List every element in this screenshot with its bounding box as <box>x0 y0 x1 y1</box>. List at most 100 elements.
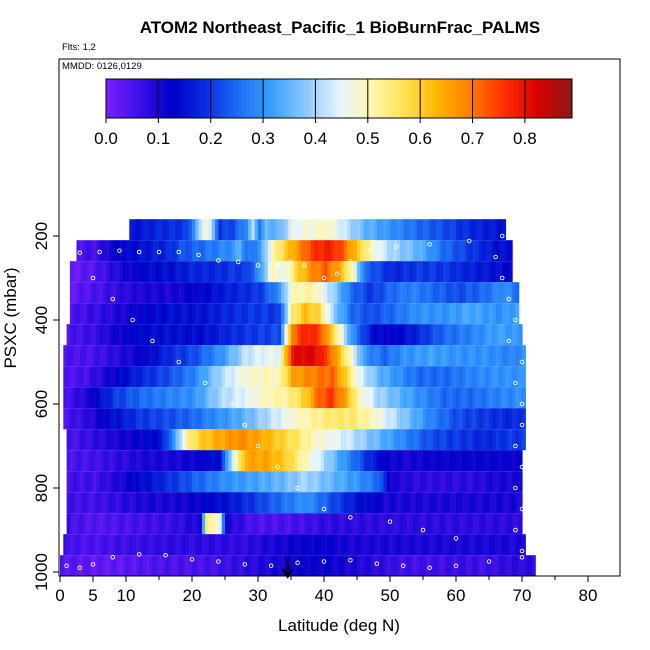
heatmap-cell <box>452 513 457 535</box>
heatmap-cell <box>165 471 170 493</box>
heatmap-cell <box>419 534 424 556</box>
track-point <box>301 263 307 268</box>
heatmap-cell <box>343 450 348 472</box>
heatmap-cell <box>248 345 252 367</box>
heatmap-cell <box>465 261 470 283</box>
heatmap-cell <box>297 303 302 325</box>
heatmap-cell <box>363 534 368 556</box>
heatmap-cell <box>337 429 342 451</box>
heatmap-cell <box>432 429 437 451</box>
heatmap-cell <box>291 450 295 472</box>
track-point <box>506 338 512 344</box>
heatmap-cell <box>218 408 223 430</box>
heatmap-cell <box>152 534 157 556</box>
heatmap-cell <box>343 303 348 325</box>
track-point <box>189 557 195 562</box>
heatmap-cell <box>502 450 507 472</box>
heatmap-cell <box>360 324 365 346</box>
heatmap-cell <box>314 240 318 262</box>
heatmap-cell <box>419 282 424 304</box>
heatmap-cell <box>462 261 467 283</box>
heatmap-cell <box>376 513 381 535</box>
heatmap-cell <box>231 303 236 325</box>
heatmap-cell <box>314 282 318 304</box>
heatmap-cell <box>83 345 87 367</box>
heatmap-cell <box>390 408 394 430</box>
heatmap-cell <box>73 450 78 472</box>
heatmap-cell <box>215 534 219 556</box>
heatmap-cell <box>327 492 332 514</box>
heatmap-cell <box>429 513 434 535</box>
heatmap-cell <box>129 513 134 535</box>
heatmap-cell <box>376 534 381 556</box>
heatmap-cell <box>304 387 309 409</box>
heatmap-cell <box>432 240 437 262</box>
track-point <box>90 562 96 567</box>
colorbar-tick-label: 0.4 <box>304 129 328 148</box>
heatmap-cell <box>366 324 371 346</box>
heatmap-cell <box>139 513 144 535</box>
heatmap-cell <box>119 513 124 535</box>
colorbar-swatch <box>408 79 414 118</box>
x-tick-label: 0 <box>55 586 64 605</box>
heatmap-cell <box>234 513 239 535</box>
heatmap-cell <box>482 450 487 472</box>
heatmap-cell <box>192 282 196 304</box>
heatmap-cell <box>449 387 454 409</box>
colorbar-swatch <box>331 79 336 118</box>
heatmap-cell <box>304 345 309 367</box>
heatmap-cell <box>426 261 431 283</box>
heatmap-cell <box>399 282 404 304</box>
heatmap-cell <box>304 555 309 577</box>
colorbar-swatch <box>284 79 290 118</box>
heatmap-cell <box>360 240 365 262</box>
heatmap-cell <box>429 303 434 325</box>
heatmap-cell <box>327 324 332 346</box>
heatmap-cell <box>215 324 219 346</box>
heatmap-cell <box>406 429 411 451</box>
heatmap-cell <box>231 345 236 367</box>
heatmap-cell <box>86 471 91 493</box>
track-point <box>90 275 96 281</box>
heatmap-cell <box>109 534 114 556</box>
heatmap-cell <box>479 429 483 451</box>
heatmap-cell <box>287 240 292 262</box>
heatmap-cell <box>324 471 328 493</box>
heatmap-cell <box>396 429 401 451</box>
heatmap-cell <box>185 324 190 346</box>
heatmap-cell <box>238 219 243 241</box>
heatmap-cell <box>201 429 206 451</box>
heatmap-cell <box>234 471 239 493</box>
heatmap-cell <box>96 324 101 346</box>
heatmap-cell <box>479 366 483 388</box>
heatmap-cell <box>198 408 203 430</box>
heatmap-cell <box>502 492 507 514</box>
heatmap-cell <box>109 324 114 346</box>
heatmap-cell <box>149 345 153 367</box>
heatmap-cell <box>172 471 177 493</box>
heatmap-cell <box>446 387 450 409</box>
colorbar-swatch <box>214 79 220 118</box>
heatmap-cell <box>267 513 272 535</box>
heatmap-cell <box>96 408 101 430</box>
heatmap-cell <box>225 387 229 409</box>
heatmap-cell <box>69 555 74 577</box>
heatmap-cell <box>129 303 134 325</box>
heatmap-cell <box>452 345 457 367</box>
heatmap-cell <box>215 450 219 472</box>
heatmap-cell <box>277 408 282 430</box>
heatmap-cell <box>168 240 173 262</box>
heatmap-cell <box>406 324 411 346</box>
heatmap-cell <box>251 387 256 409</box>
heatmap-cell <box>413 324 417 346</box>
heatmap-cell <box>442 303 447 325</box>
heatmap-cell <box>370 324 375 346</box>
y-tick-label: 600 <box>32 390 51 418</box>
heatmap-cell <box>218 429 223 451</box>
heatmap-cell <box>357 408 361 430</box>
heatmap-cell <box>380 303 384 325</box>
heatmap-cell <box>373 471 378 493</box>
heatmap-cell <box>439 303 444 325</box>
heatmap-cell <box>360 429 365 451</box>
colorbar-swatch <box>362 79 367 118</box>
